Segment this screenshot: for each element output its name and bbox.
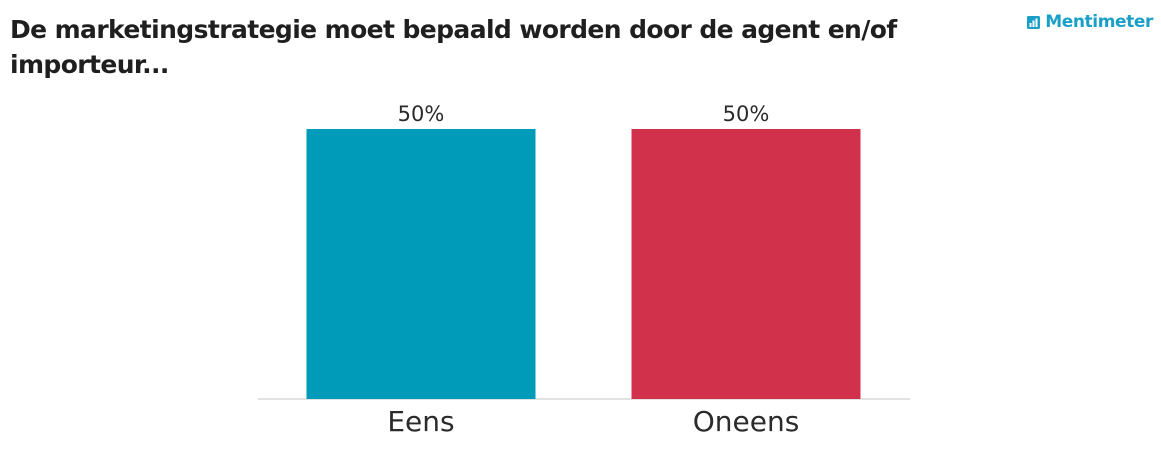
bar-oneens — [631, 129, 861, 399]
value-label-oneens: 50% — [723, 102, 770, 126]
category-label-oneens: Oneens — [693, 405, 800, 438]
page-title: De marketingstrategie moet bepaald worde… — [10, 15, 897, 79]
brand-name: Mentimeter — [1045, 12, 1153, 32]
bar-eens — [306, 129, 536, 399]
bars-group: 50% Eens 50% Oneens — [306, 102, 861, 438]
category-label-eens: Eens — [387, 405, 454, 438]
value-label-eens: 50% — [398, 102, 445, 126]
mentimeter-bars-icon — [1027, 15, 1041, 29]
brand-logo: Mentimeter — [1027, 12, 1153, 32]
